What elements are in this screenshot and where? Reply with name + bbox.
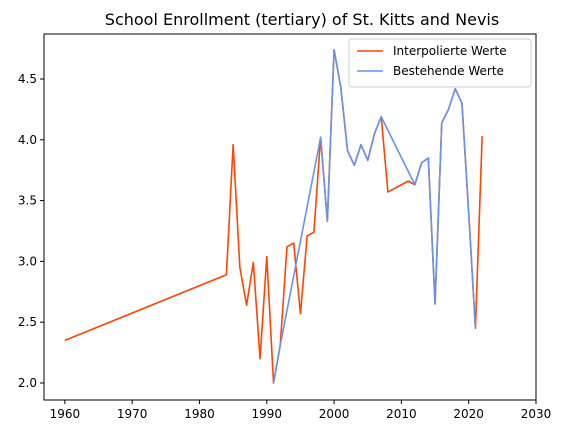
y-axis: 2.0 2.5 3.0 3.5 4.0 4.5 [18,72,44,390]
x-tick-label: 1970 [117,407,148,421]
series-line-2 [272,49,477,384]
y-tick-label: 4.0 [18,133,37,147]
plot-lines [64,49,483,384]
x-tick-label: 1980 [184,407,215,421]
x-tick-label: 1960 [50,407,81,421]
x-tick-label: 2020 [453,407,484,421]
y-tick-label: 4.5 [18,72,37,86]
y-tick-label: 2.0 [18,376,37,390]
x-tick-label: 2010 [386,407,417,421]
x-tick-label: 2030 [521,407,552,421]
x-tick-label: 1990 [252,407,283,421]
chart-title: School Enrollment (tertiary) of St. Kitt… [105,10,499,29]
legend: Interpolierte Werte Bestehende Werte [348,38,532,88]
y-tick-label: 3.5 [18,194,37,208]
y-tick-label: 3.0 [18,254,37,268]
legend-label-1: Interpolierte Werte [393,44,507,58]
y-tick-label: 2.5 [18,315,37,329]
legend-box [348,38,532,88]
x-tick-label: 2000 [319,407,350,421]
plot-frame [43,33,537,401]
legend-label-2: Bestehende Werte [393,64,504,78]
x-axis: 1960 1970 1980 1990 2000 2010 2020 2030 [50,400,552,421]
series-line-1 [64,49,483,384]
